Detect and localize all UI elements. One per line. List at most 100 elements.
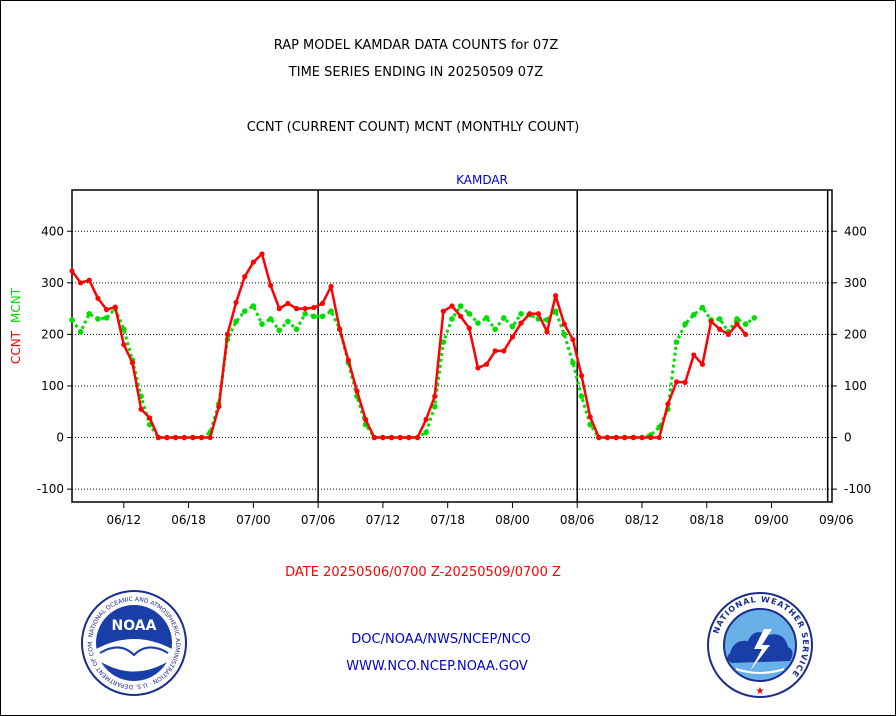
ccnt-point	[639, 434, 645, 441]
ccnt-point	[121, 342, 127, 348]
mcnt-point	[716, 316, 723, 322]
ccnt-point	[259, 251, 265, 257]
ccnt-point	[578, 373, 585, 379]
ccnt-point	[337, 326, 343, 332]
ccnt-point	[414, 434, 421, 441]
ccnt-point	[78, 280, 84, 286]
y-tick-label-right: 200	[844, 327, 867, 341]
ccnt-point	[354, 388, 360, 394]
ccnt-point	[561, 321, 567, 327]
nco-website-link[interactable]: WWW.NCO.NCEP.NOAA.GOV	[346, 659, 528, 674]
mcnt-point	[241, 308, 248, 314]
mcnt-point	[475, 320, 481, 326]
mcnt-axis-label: MCNT	[9, 287, 23, 323]
nws-logo: NATIONAL WEATHER SERVICE ★	[707, 592, 813, 698]
ccnt-point	[155, 434, 161, 441]
ccnt-point	[328, 283, 334, 290]
mcnt-point	[319, 313, 326, 320]
x-tick-label: 07/12	[366, 513, 401, 527]
ccnt-point	[449, 303, 455, 309]
ccnt-point	[743, 331, 749, 337]
x-tick-label: 06/12	[107, 513, 142, 527]
ccnt-point	[544, 329, 550, 335]
mcnt-point	[302, 310, 308, 317]
mcnt-point	[457, 303, 464, 309]
ccnt-point	[518, 320, 524, 326]
ccnt-point	[138, 406, 144, 412]
plot-area	[71, 189, 833, 503]
ccnt-point	[103, 307, 110, 313]
mcnt-point	[578, 393, 585, 400]
noaa-logo: NOAA NATIONAL OCEANIC AND ATMOSPHERIC AD…	[80, 589, 187, 696]
mcnt-point	[699, 304, 706, 311]
y-tick-label-left: 400	[41, 224, 64, 238]
ccnt-point	[708, 318, 714, 325]
mcnt-point	[691, 312, 697, 318]
ccnt-point	[198, 434, 205, 441]
mcnt-point	[431, 403, 438, 410]
x-tick-label: 08/06	[560, 513, 595, 527]
ccnt-point	[596, 434, 602, 441]
ccnt-point	[371, 434, 377, 441]
mcnt-point	[259, 321, 265, 327]
ccnt-point	[604, 434, 611, 441]
plot-label: KAMDAR	[456, 173, 508, 187]
mcnt-point	[751, 315, 758, 321]
ccnt-point	[345, 357, 351, 363]
mcnt-point	[734, 316, 740, 322]
x-tick-label: 07/18	[430, 513, 465, 527]
ccnt-point	[656, 434, 662, 441]
mcnt-point	[285, 318, 291, 325]
chart-title-line2: TIME SERIES ENDING IN 20250509 07Z	[288, 65, 544, 80]
x-tick-label: 09/00	[754, 513, 789, 527]
ccnt-point	[112, 304, 118, 310]
ccnt-point	[406, 434, 412, 441]
mcnt-point	[570, 359, 576, 366]
ccnt-point	[483, 361, 490, 367]
mcnt-point	[250, 303, 257, 309]
x-tick-label: 08/12	[625, 513, 660, 527]
mcnt-point	[440, 339, 447, 345]
y-tick-label-right: -100	[844, 482, 871, 496]
ccnt-point	[190, 434, 196, 441]
ccnt-point	[363, 416, 369, 423]
x-tick-label: 08/18	[689, 513, 724, 527]
mcnt-point	[103, 315, 110, 321]
y-tick-label-left: 0	[56, 431, 64, 445]
y-tick-label-left: 200	[41, 327, 64, 341]
ccnt-point	[268, 282, 274, 289]
mcnt-point	[95, 316, 101, 322]
mcnt-point	[311, 313, 317, 320]
ccnt-point	[501, 348, 507, 354]
mcnt-point	[509, 323, 516, 330]
mcnt-point	[518, 310, 524, 317]
ccnt-point	[527, 311, 533, 317]
ccnt-point	[302, 306, 308, 312]
ccnt-point	[224, 331, 231, 337]
ccnt-point	[509, 334, 516, 340]
ccnt-point	[319, 300, 326, 307]
mcnt-point	[69, 317, 75, 323]
ccnt-point	[622, 434, 628, 441]
ccnt-point	[492, 348, 498, 354]
ccnt-point	[250, 259, 256, 265]
ccnt-point	[691, 352, 697, 358]
ccnt-point	[181, 434, 187, 441]
mcnt-point	[742, 321, 749, 327]
nco-path-link[interactable]: DOC/NOAA/NWS/NCEP/NCO	[351, 632, 531, 647]
ccnt-point	[553, 293, 559, 299]
mcnt-point	[673, 339, 680, 345]
y-tick-label-left: 300	[41, 276, 64, 290]
ccnt-point	[173, 434, 179, 441]
y-tick-label-right: 100	[844, 379, 867, 393]
mcnt-point	[276, 327, 283, 334]
ccnt-point	[164, 434, 170, 441]
ccnt-point	[458, 313, 464, 319]
mcnt-point	[466, 310, 473, 317]
ccnt-point	[207, 434, 213, 441]
mcnt-point	[501, 315, 507, 321]
mcnt-point	[492, 326, 498, 333]
mcnt-point	[449, 316, 455, 322]
ccnt-point	[717, 326, 723, 332]
ccnt-point	[285, 300, 291, 307]
